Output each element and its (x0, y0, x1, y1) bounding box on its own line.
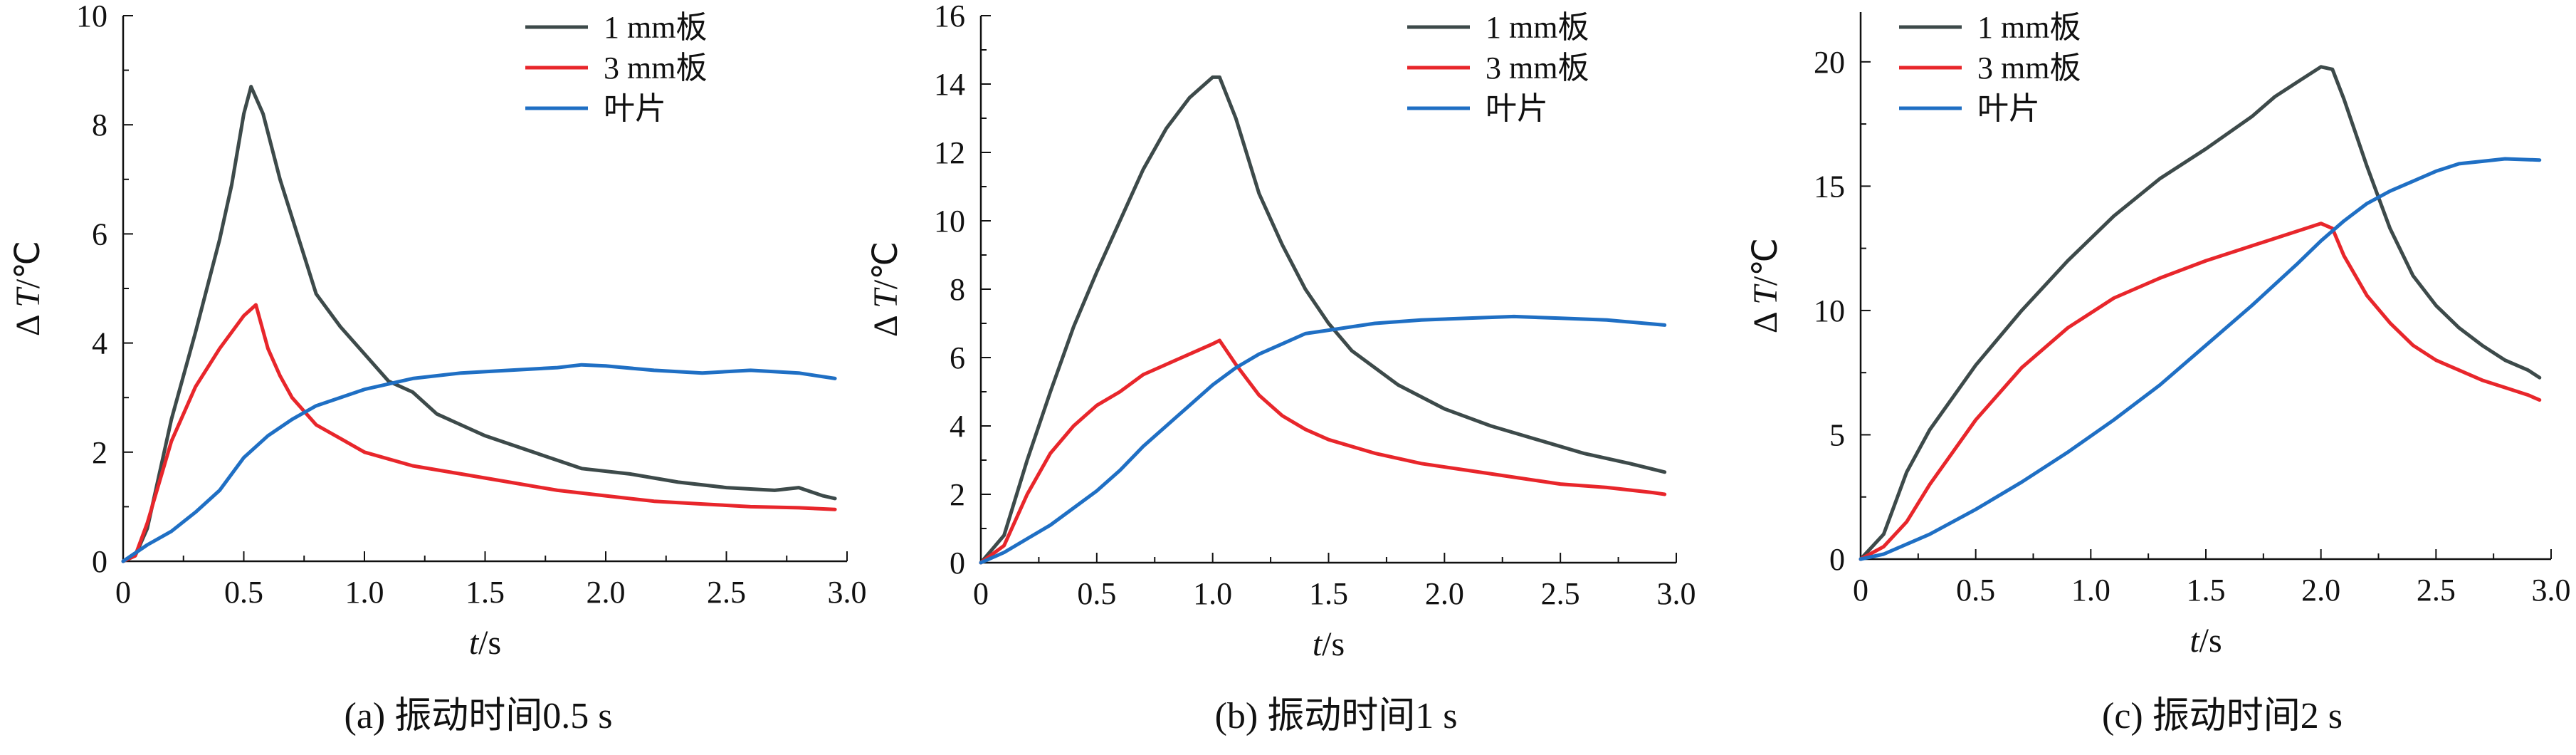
x-axis-title-unit: /s (478, 624, 501, 662)
x-axis-title: t/s (2189, 622, 2222, 660)
x-tick-label: 2.0 (587, 575, 626, 610)
y-tick-label: 2 (92, 435, 107, 470)
y-axis-title-unit: /℃ (9, 241, 47, 288)
x-tick-label: 0 (1853, 573, 1868, 608)
x-tick-label: 1.5 (1309, 576, 1348, 611)
y-tick-label: 10 (934, 204, 965, 239)
y-tick-label: 15 (1814, 169, 1845, 204)
x-tick-label: 1.5 (2187, 573, 2226, 608)
y-axis-title: Δ T/℃ (1747, 238, 1784, 333)
series-line-1 (979, 338, 1667, 565)
panel-caption: (a) 振动时间0.5 s (345, 696, 613, 736)
panel-caption: (b) 振动时间1 s (1215, 696, 1458, 736)
x-tick-label: 2.0 (2301, 573, 2340, 608)
x-axis-title-var: t (469, 624, 480, 662)
legend-label-0: 1 mm板 (1977, 10, 2081, 45)
chart-panel-b: 0 2 4 6 8 10 12 14 16 0 0.5 1.0 1.5 2.0 2.5 3.0 t/s Δ T/℃… (867, 0, 1696, 736)
y-tick-label: 0 (92, 544, 107, 579)
x-tick-label: 0.5 (1077, 576, 1116, 611)
series-line-1 (121, 303, 837, 563)
x-tick-label: 3.0 (2532, 573, 2571, 608)
y-tick-label: 6 (950, 340, 965, 375)
y-axis-title-unit: /℃ (867, 241, 905, 289)
legend-label-2: 叶片 (1486, 91, 1548, 126)
x-tick-label: 2.5 (2417, 573, 2456, 608)
legend-label-0: 1 mm板 (1486, 10, 1589, 45)
y-tick-label: 10 (1814, 293, 1845, 328)
y-tick-label: 2 (950, 477, 965, 512)
x-axis-title-unit: /s (2199, 622, 2222, 660)
series-line-2 (1859, 157, 2542, 561)
y-tick-label: 4 (950, 409, 965, 444)
x-tick-label: 2.5 (1541, 576, 1580, 611)
y-axis-title-var: T (9, 286, 47, 308)
series-line-0 (1859, 65, 2542, 561)
y-axis-title-prefix: Δ (9, 308, 47, 336)
y-tick-label: 5 (1829, 417, 1845, 452)
y-tick-label: 8 (950, 272, 965, 307)
x-tick-label: 0 (115, 575, 131, 610)
x-tick-label: 3.0 (1657, 576, 1696, 611)
y-tick-label: 10 (76, 0, 107, 33)
y-tick-label: 8 (92, 108, 107, 142)
y-tick-label: 4 (92, 326, 107, 361)
y-tick-label: 0 (950, 546, 965, 580)
y-tick-label: 20 (1814, 45, 1845, 80)
series-line-0 (979, 75, 1667, 565)
x-tick-label: 1.0 (1193, 576, 1232, 611)
legend-label-0: 1 mm板 (604, 10, 707, 45)
legend-label-2: 叶片 (1977, 91, 2040, 126)
y-axis-title-prefix: Δ (867, 308, 905, 337)
legend-label-1: 3 mm板 (1977, 51, 2081, 85)
y-axis-title: Δ T/℃ (867, 241, 905, 337)
x-tick-label: 0.5 (1956, 573, 1995, 608)
x-tick-label: 2.5 (707, 575, 746, 610)
series-line-1 (1859, 222, 2542, 561)
chart-panel-c: 0 5 10 15 20 0 0.5 1.0 1.5 2.0 2.5 3.0 t/s Δ T/℃ 1 mm板… (1747, 10, 2571, 736)
x-tick-label: 1.0 (2071, 573, 2110, 608)
y-axis-title-unit: /℃ (1747, 238, 1784, 286)
y-axis-title-var: T (867, 287, 905, 308)
y-axis-title: Δ T/℃ (9, 241, 47, 336)
legend-label-2: 叶片 (604, 91, 666, 126)
x-axis-title-unit: /s (1322, 625, 1345, 663)
x-axis-title: t/s (469, 624, 501, 662)
legend-label-1: 3 mm板 (604, 51, 707, 85)
y-tick-label: 0 (1829, 542, 1845, 577)
series-line-2 (121, 363, 837, 563)
x-tick-label: 1.0 (345, 575, 384, 610)
series-line-2 (979, 314, 1667, 565)
x-axis-title-var: t (1313, 625, 1323, 663)
chart-panel-a: 0 2 4 6 8 10 0 0.5 1.0 1.5 2.0 2.5 3.0 t/s Δ T/℃ 1 mm板 3… (9, 0, 867, 736)
x-tick-label: 3.0 (828, 575, 867, 610)
x-axis-title-var: t (2189, 622, 2200, 660)
y-tick-label: 14 (934, 67, 965, 102)
y-tick-label: 16 (934, 0, 965, 33)
x-tick-label: 0 (973, 576, 989, 611)
x-tick-label: 2.0 (1425, 576, 1464, 611)
x-tick-label: 1.5 (466, 575, 505, 610)
panel-caption: (c) 振动时间2 s (2102, 696, 2343, 736)
y-axis-title-prefix: Δ (1747, 305, 1784, 333)
x-axis-title: t/s (1313, 625, 1345, 663)
legend-label-1: 3 mm板 (1486, 51, 1589, 85)
y-tick-label: 12 (934, 135, 965, 170)
y-axis-title-var: T (1747, 283, 1784, 305)
y-tick-label: 6 (92, 217, 107, 251)
series-line-0 (121, 85, 837, 563)
x-tick-label: 0.5 (224, 575, 263, 610)
